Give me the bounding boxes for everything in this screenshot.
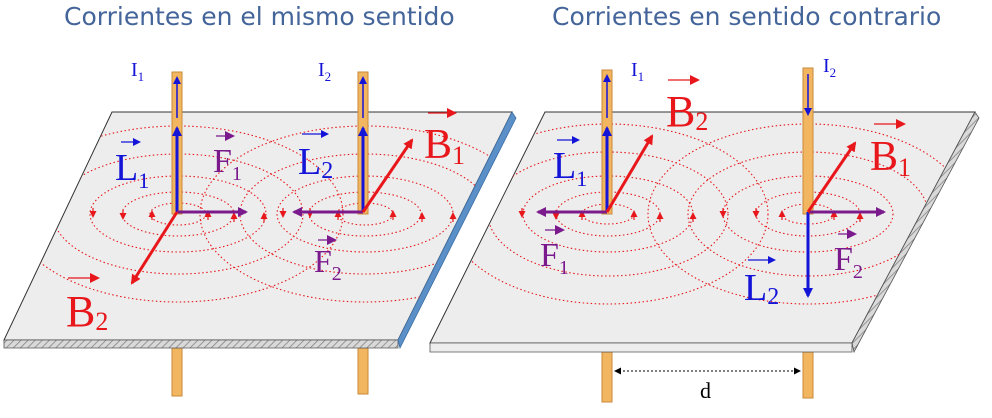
label-field-1-sym: B <box>424 122 452 168</box>
label-field-1-right-sym: B <box>870 134 898 180</box>
wire-1-lower-right <box>601 351 613 403</box>
label-field-2-right-sym: B <box>666 87 695 136</box>
plate-side-edge-right <box>851 111 980 354</box>
label-current-2-right-sym: I <box>823 55 830 77</box>
label-force-2-sym: F <box>314 243 332 279</box>
plate-front-edge <box>3 339 399 349</box>
title-opposite-direction: Corrientes en sentido contrario <box>552 2 942 31</box>
label-current-2-right: I2 <box>823 55 836 80</box>
label-length-1-sym: L <box>115 147 138 189</box>
label-field-2-right-sub: 2 <box>695 107 708 136</box>
label-length-1-right-sub: 1 <box>576 166 587 191</box>
plate-front-edge-right <box>429 342 853 353</box>
label-force-1-right: F1 <box>540 237 569 279</box>
label-field-2: B2 <box>66 287 108 336</box>
label-current-2: I2 <box>318 59 331 84</box>
label-length-1-right: L1 <box>553 145 587 191</box>
label-force-2-right-sub: 2 <box>853 261 863 283</box>
left-panel: I1 I2 L1 L2 F1 F2 B1 B2 <box>3 59 517 397</box>
label-current-1-sym: I <box>131 59 138 81</box>
wire-2-lower-right <box>802 351 814 399</box>
label-force-1: F1 <box>213 143 242 185</box>
wire-2-lower <box>357 347 369 395</box>
label-current-2-right-sub: 2 <box>830 65 837 80</box>
right-panel: d <box>429 55 980 403</box>
label-force-2-right: F2 <box>834 241 863 283</box>
field-2-vector-right <box>605 134 654 213</box>
label-field-1-right: B1 <box>870 134 911 182</box>
label-current-2-sym: I <box>318 59 325 81</box>
label-force-1-sym: F <box>213 143 232 180</box>
label-length-2: L2 <box>298 141 333 184</box>
label-force-1-sub: 1 <box>232 163 242 185</box>
label-length-2-right-sub: 2 <box>767 284 779 310</box>
label-current-1-right-sub: 1 <box>638 69 645 84</box>
label-current-1-right: I1 <box>631 59 644 84</box>
label-length-1-sub: 1 <box>138 168 149 193</box>
field-1-vector-right <box>806 141 857 213</box>
label-field-1-right-sub: 1 <box>898 153 911 182</box>
label-length-1: L1 <box>115 147 149 193</box>
wire-1-lower <box>171 347 183 397</box>
label-distance: d <box>700 378 711 403</box>
label-field-1: B1 <box>424 122 465 170</box>
title-same-direction: Corrientes en el mismo sentido <box>64 2 455 31</box>
label-length-2-sym: L <box>298 141 321 183</box>
label-field-1-sub: 1 <box>452 141 465 170</box>
label-field-2-right: B2 <box>666 87 708 136</box>
label-length-1-right-sym: L <box>553 145 576 187</box>
label-current-1-right-sym: I <box>631 59 638 81</box>
label-current-1: I1 <box>131 59 144 84</box>
field-1-vector <box>361 138 414 213</box>
label-current-2-sub: 2 <box>325 69 332 84</box>
label-length-2-right-sym: L <box>744 267 767 309</box>
field-2-vector <box>130 211 179 285</box>
label-force-2: F2 <box>314 243 342 285</box>
plate-side-edge <box>397 111 517 350</box>
label-field-2-sym: B <box>66 287 95 336</box>
label-current-1-sub: 1 <box>138 69 145 84</box>
label-length-2-sub: 2 <box>321 158 333 184</box>
label-field-2-sub: 2 <box>95 307 108 336</box>
label-force-2-right-sym: F <box>834 241 853 278</box>
label-force-1-right-sym: F <box>540 237 559 274</box>
label-force-1-right-sub: 1 <box>559 257 569 279</box>
label-force-2-sub: 2 <box>332 263 342 285</box>
label-length-2-right: L2 <box>744 267 779 310</box>
